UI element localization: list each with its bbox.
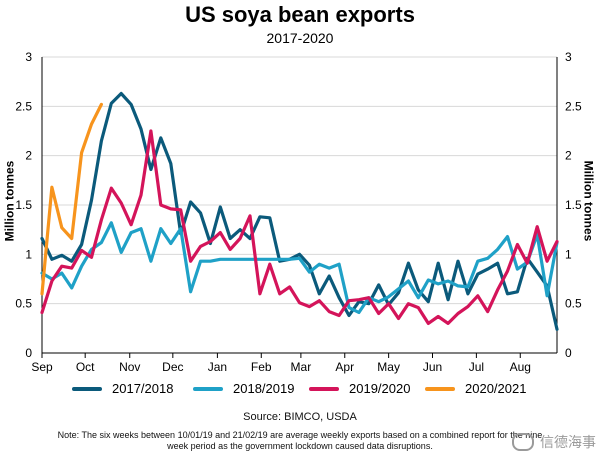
legend-swatch bbox=[193, 386, 223, 391]
series-line-2019-2020 bbox=[40, 129, 559, 325]
x-tick-label: Jul bbox=[469, 360, 484, 374]
wechat-icon bbox=[512, 433, 534, 451]
line-chart: 0 0 0.5 0.5 1 1 1.5 1.5 2 2 2.5 2.5 3 3 Sep Oct Nov Dec Ja… bbox=[15, 50, 582, 374]
legend-label: 2020/2021 bbox=[465, 381, 527, 396]
series-line-2017-2018 bbox=[40, 91, 559, 331]
x-tick-label: Jan bbox=[208, 360, 227, 374]
x-tick-label: Dec bbox=[162, 360, 183, 374]
x-tick-label: Feb bbox=[251, 360, 272, 374]
watermark-text: 信德海事 bbox=[540, 434, 596, 450]
y-tick-label: 0.5 bbox=[15, 297, 32, 311]
y-tick-label-right: 0 bbox=[565, 346, 572, 360]
legend-swatch bbox=[72, 386, 102, 391]
y-tick-label: 2.5 bbox=[15, 99, 32, 113]
legend-item-2020-2021: 2020/2021 bbox=[425, 381, 526, 396]
legend-swatch bbox=[309, 386, 339, 391]
legend-label: 2019/2020 bbox=[349, 381, 411, 396]
x-tick-label: Sep bbox=[31, 360, 53, 374]
x-tick-label: Jun bbox=[423, 360, 442, 374]
y-tick-label: 3 bbox=[25, 50, 32, 64]
y-tick-label-right: 1.5 bbox=[565, 198, 582, 212]
legend-swatch bbox=[425, 386, 455, 391]
chart-subtitle: 2017-2020 bbox=[266, 30, 334, 46]
source-note: Source: BIMCO, USDA bbox=[243, 411, 357, 423]
legend-label: 2017/2018 bbox=[112, 381, 174, 396]
legend-item-2018-2019: 2018/2019 bbox=[193, 381, 294, 396]
legend-item-2017-2018: 2017/2018 bbox=[72, 381, 173, 396]
y-tick-label: 1 bbox=[25, 247, 32, 261]
x-tick-label: Aug bbox=[510, 360, 531, 374]
chart-legend: 2017/2018 2018/2019 2019/2020 2020/2021 bbox=[0, 381, 600, 401]
series-line-2020-2021 bbox=[40, 102, 104, 296]
y-tick-label-right: 1 bbox=[565, 247, 572, 261]
series-line-2018-2019 bbox=[40, 221, 559, 315]
y-tick-label-right: 0.5 bbox=[565, 297, 582, 311]
legend-item-2019-2020: 2019/2020 bbox=[309, 381, 410, 396]
legend-label: 2018/2019 bbox=[233, 381, 295, 396]
x-tick-label: Oct bbox=[76, 360, 95, 374]
x-tick-label: May bbox=[377, 360, 400, 374]
x-tick-label: Mar bbox=[291, 360, 312, 374]
y-tick-label-right: 3 bbox=[565, 50, 572, 64]
x-tick-label: Apr bbox=[335, 360, 354, 374]
x-tick-label: Nov bbox=[119, 360, 140, 374]
y-tick-label: 0 bbox=[25, 346, 32, 360]
y-tick-label: 1.5 bbox=[15, 198, 32, 212]
chart-title: US soya bean exports bbox=[185, 2, 415, 27]
watermark: 信德海事 bbox=[512, 432, 596, 452]
footnote: Note: The six weeks between 10/01/19 and… bbox=[57, 430, 543, 451]
y-tick-label-right: 2 bbox=[565, 149, 572, 163]
y-tick-label: 2 bbox=[25, 149, 32, 163]
y-tick-label-right: 2.5 bbox=[565, 99, 582, 113]
